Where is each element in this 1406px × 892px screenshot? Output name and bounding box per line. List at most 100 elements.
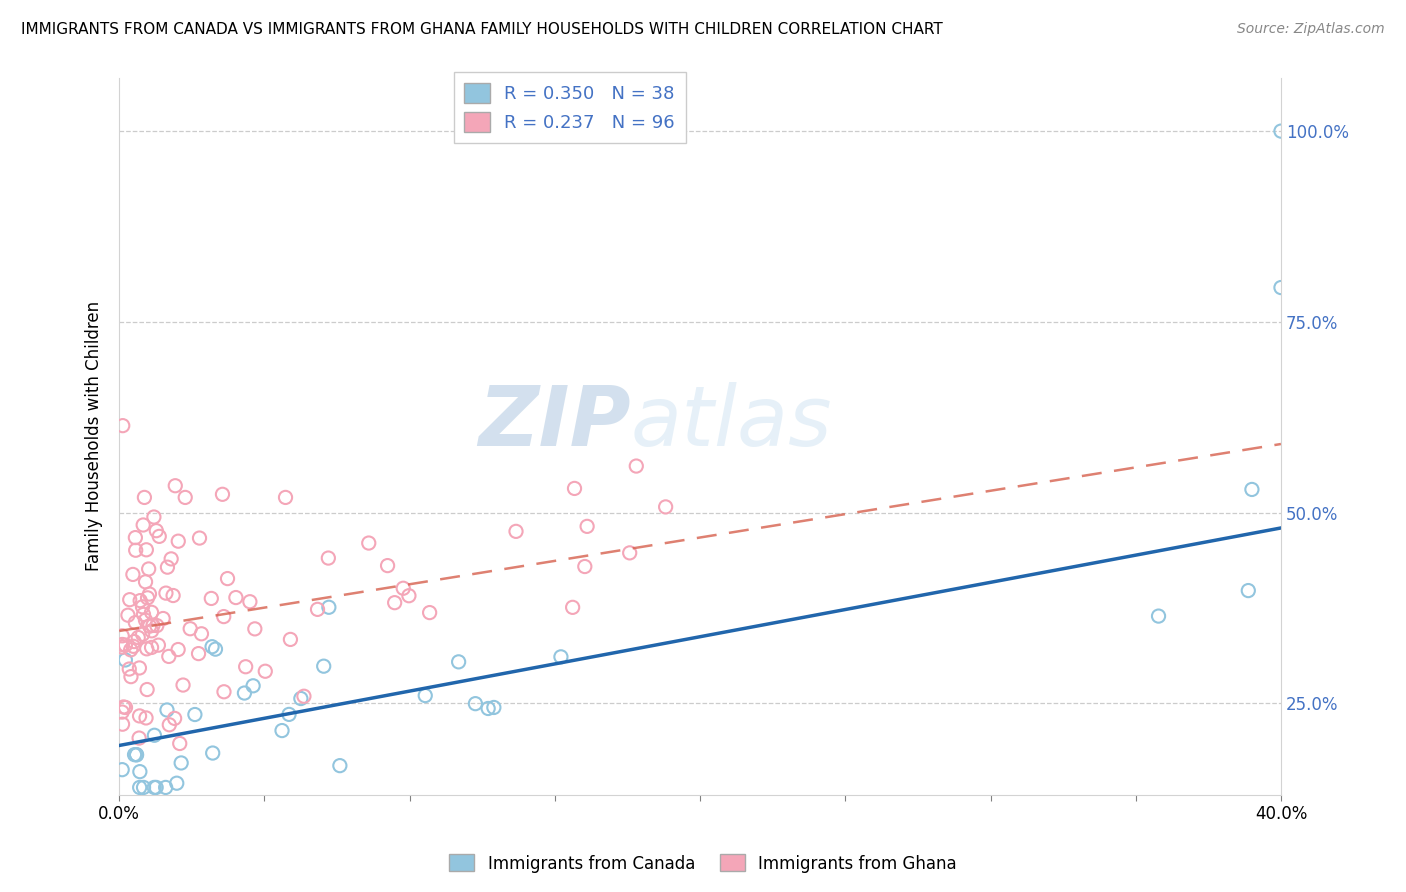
Point: [138, 587, 160, 601]
Point: [128, 661, 150, 675]
Point: [111, 763, 134, 777]
Point: [290, 691, 312, 706]
Point: [505, 524, 527, 539]
Point: [225, 591, 247, 605]
Point: [136, 682, 159, 697]
Point: [377, 558, 399, 573]
Point: [152, 611, 174, 625]
Point: [550, 649, 572, 664]
Point: [134, 491, 156, 505]
Point: [217, 572, 239, 586]
Text: atlas: atlas: [630, 382, 832, 463]
Point: [125, 543, 148, 558]
Point: [201, 640, 224, 654]
Point: [188, 531, 211, 545]
Point: [124, 531, 146, 545]
Point: [128, 780, 150, 795]
Point: [148, 638, 170, 652]
Point: [392, 581, 415, 595]
Point: [111, 418, 134, 433]
Point: [239, 595, 262, 609]
Point: [167, 642, 190, 657]
Point: [447, 655, 470, 669]
Point: [114, 638, 136, 652]
Point: [111, 640, 134, 654]
Text: ZIP: ZIP: [478, 382, 630, 463]
Point: [117, 608, 139, 623]
Point: [167, 534, 190, 549]
Point: [142, 618, 165, 632]
Point: [477, 701, 499, 715]
Point: [136, 591, 159, 605]
Point: [135, 711, 157, 725]
Point: [145, 780, 167, 795]
Point: [120, 670, 142, 684]
Point: [271, 723, 294, 738]
Point: [131, 599, 153, 614]
Point: [242, 679, 264, 693]
Point: [155, 586, 177, 600]
Point: [163, 711, 186, 725]
Point: [278, 707, 301, 722]
Point: [561, 600, 583, 615]
Point: [141, 624, 163, 638]
Point: [166, 776, 188, 790]
Point: [174, 491, 197, 505]
Point: [143, 780, 166, 795]
Point: [626, 458, 648, 473]
Text: Source: ZipAtlas.com: Source: ZipAtlas.com: [1237, 22, 1385, 37]
Point: [654, 500, 676, 514]
Point: [128, 709, 150, 723]
Point: [124, 747, 146, 762]
Point: [274, 491, 297, 505]
Point: [135, 641, 157, 656]
Point: [169, 737, 191, 751]
Point: [145, 524, 167, 538]
Point: [128, 764, 150, 779]
Point: [482, 700, 505, 714]
Point: [148, 529, 170, 543]
Point: [280, 632, 302, 647]
Point: [135, 574, 157, 589]
Point: [131, 627, 153, 641]
Point: [122, 640, 145, 654]
Point: [122, 567, 145, 582]
Point: [212, 685, 235, 699]
Point: [132, 780, 155, 795]
Point: [398, 589, 420, 603]
Point: [212, 609, 235, 624]
Point: [318, 600, 340, 615]
Point: [143, 728, 166, 742]
Point: [120, 643, 142, 657]
Point: [165, 479, 187, 493]
Point: [146, 618, 169, 632]
Point: [384, 596, 406, 610]
Point: [187, 647, 209, 661]
Point: [114, 653, 136, 667]
Point: [200, 591, 222, 606]
Point: [114, 700, 136, 714]
Legend: Immigrants from Canada, Immigrants from Ghana: Immigrants from Canada, Immigrants from …: [443, 847, 963, 880]
Point: [1270, 124, 1292, 138]
Point: [318, 551, 340, 566]
Point: [184, 707, 207, 722]
Point: [619, 546, 641, 560]
Point: [132, 607, 155, 622]
Point: [211, 487, 233, 501]
Point: [162, 589, 184, 603]
Point: [564, 482, 586, 496]
Point: [464, 697, 486, 711]
Point: [1147, 609, 1170, 624]
Point: [157, 718, 180, 732]
Point: [138, 619, 160, 633]
Point: [141, 605, 163, 619]
Point: [155, 780, 177, 795]
Point: [111, 705, 134, 719]
Point: [233, 686, 256, 700]
Point: [111, 637, 134, 651]
Point: [170, 756, 193, 770]
Point: [118, 662, 141, 676]
Point: [135, 542, 157, 557]
Legend: R = 0.350   N = 38, R = 0.237   N = 96: R = 0.350 N = 38, R = 0.237 N = 96: [454, 72, 686, 143]
Point: [112, 700, 135, 714]
